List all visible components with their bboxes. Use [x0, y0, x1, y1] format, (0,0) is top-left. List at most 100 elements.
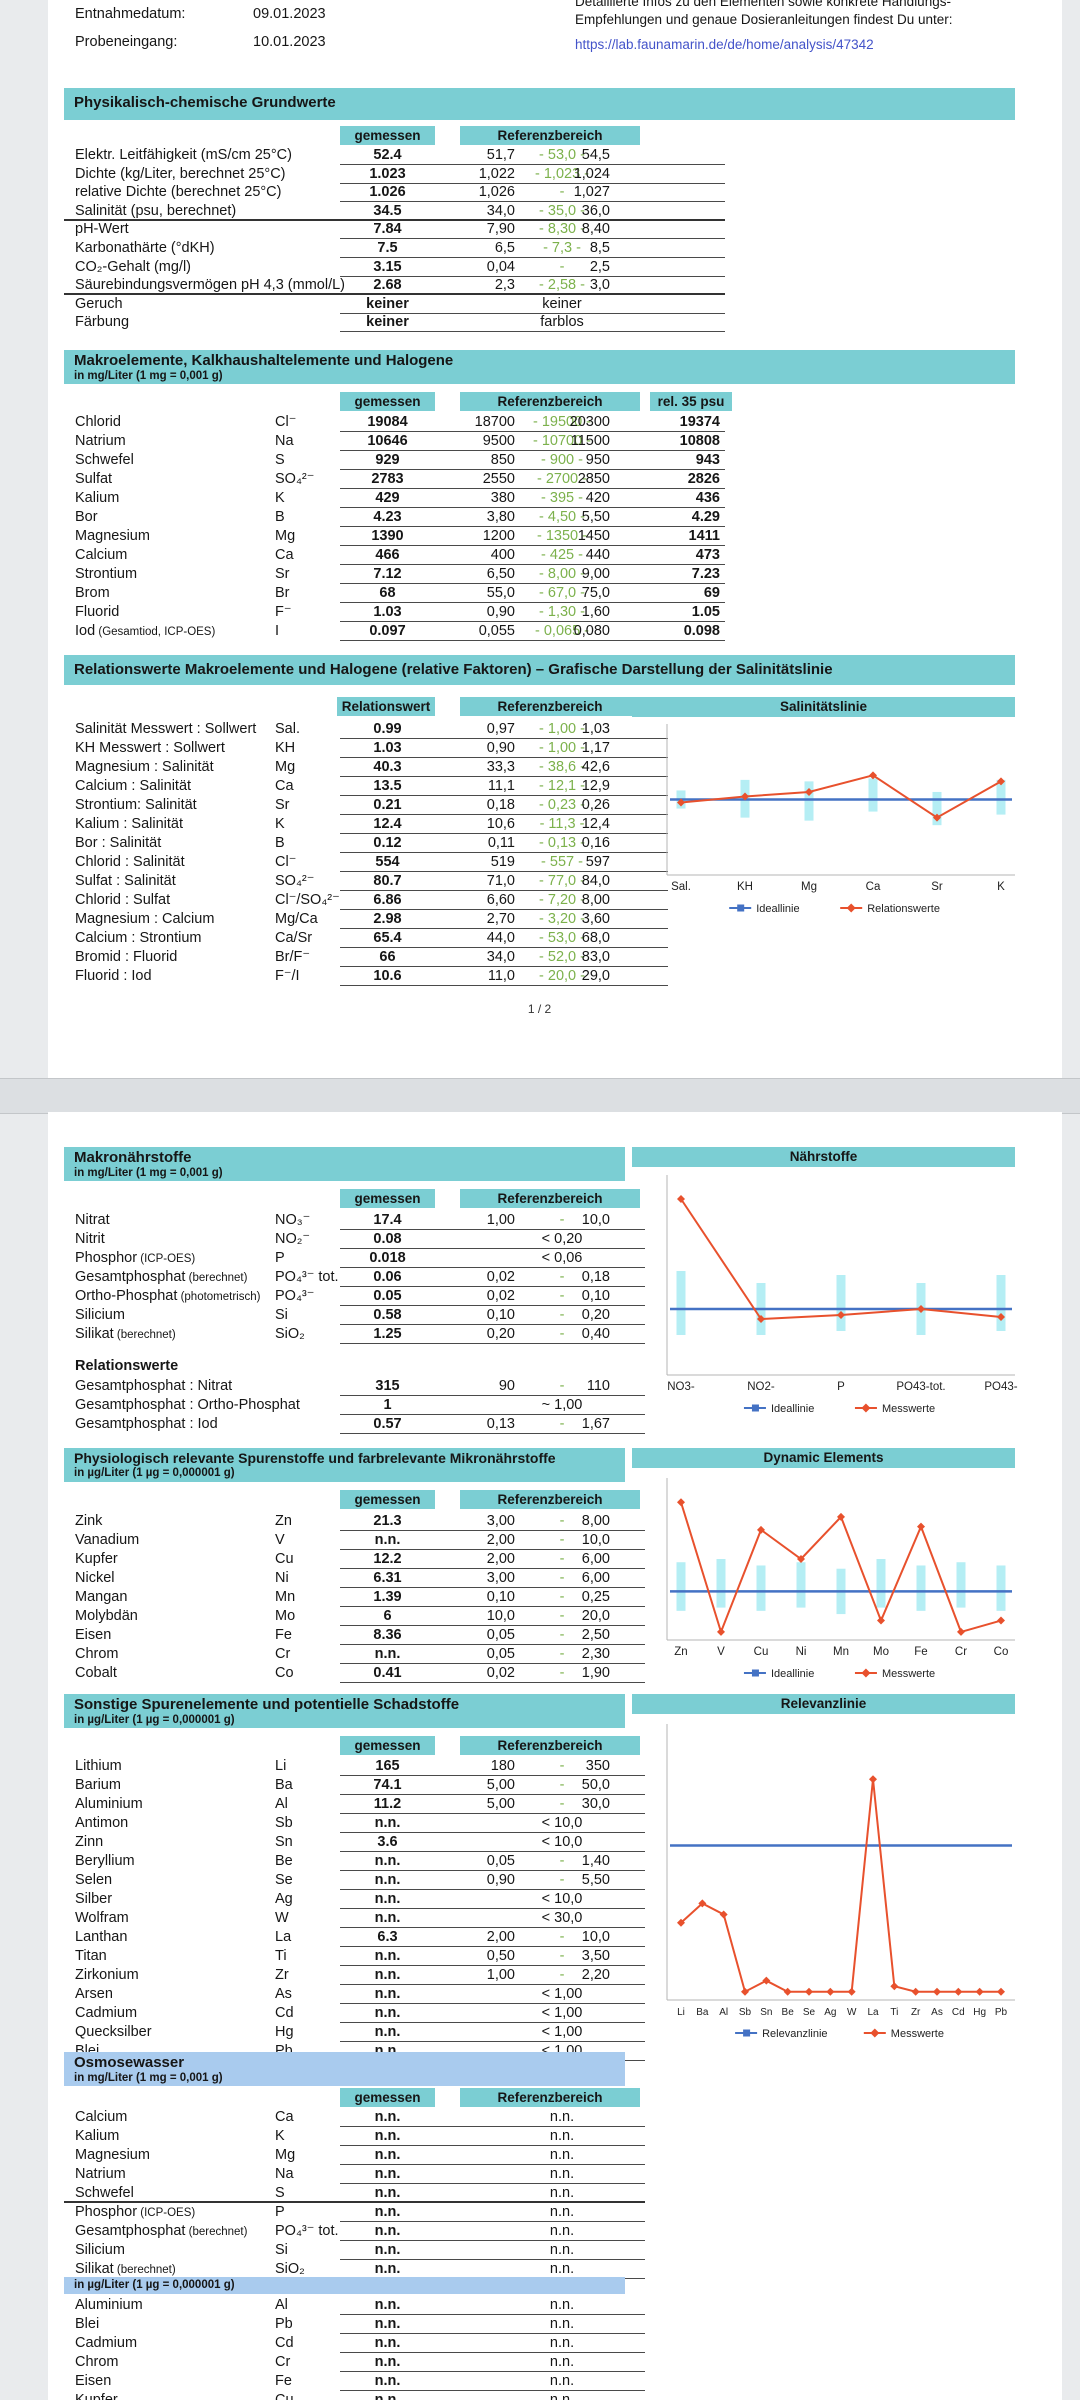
reference-optimal: -	[559, 1551, 565, 1567]
reference-optimal: -	[559, 1758, 565, 1774]
reference-min: 0,10	[486, 1589, 515, 1605]
table-row: Phosphor (ICP-OES) P 0.018 < 0,06	[48, 1249, 1062, 1268]
reference-min: 0,97	[486, 721, 515, 737]
reference-max: 1,40	[581, 1853, 610, 1869]
reference-min: 1200	[482, 528, 515, 544]
section-header-osmosis-water: Osmosewasser in mg/Liter (1 mg = 0,001 g…	[64, 2052, 625, 2086]
measured-value: 0.57	[373, 1416, 402, 1432]
element-symbol: F⁻	[275, 604, 292, 620]
element-symbol: Cl⁻	[275, 854, 297, 870]
row-label: Schwefel	[75, 2185, 134, 2201]
reference-max: 8,40	[581, 221, 610, 238]
element-symbol: SO₄²⁻	[275, 471, 315, 487]
element-symbol: Br	[275, 585, 290, 601]
row-divider	[340, 1794, 645, 1795]
element-symbol: Al	[275, 2297, 288, 2313]
section-subtitle: in mg/Liter (1 mg = 0,001 g)	[74, 370, 223, 382]
row-divider	[340, 814, 668, 815]
table-row: Calcium : Strontium Ca/Sr 65.4 44,0 - 53,0 -…	[48, 929, 1062, 948]
row-label: Bor : Salinität	[75, 835, 162, 851]
reference-min: 34,0	[486, 949, 515, 965]
reference-max: 0,20	[581, 1307, 610, 1323]
element-symbol: V	[275, 1532, 285, 1548]
element-symbol: Sb	[275, 1815, 293, 1831]
row-divider	[340, 621, 725, 622]
reference-optimal: - 425 -	[541, 547, 583, 563]
element-symbol: Zn	[275, 1513, 292, 1529]
reference-min: 2,3	[494, 277, 515, 294]
rel-35psu-value: 436	[695, 490, 720, 506]
element-symbol: Si	[275, 1307, 288, 1323]
element-symbol: Ca/Sr	[275, 930, 313, 946]
report-page-2: Makronährstoffe in mg/Liter (1 mg = 0,00…	[48, 1112, 1062, 2400]
row-label: Sulfat	[75, 471, 113, 487]
table-row: Chlorid : Salinität Cl⁻ 554 519 - 557 -597	[48, 853, 1062, 872]
row-label: Brom	[75, 585, 110, 601]
reference-text: < 1,00	[541, 2024, 583, 2040]
reference-min: 519	[490, 854, 515, 870]
element-symbol: La	[275, 1929, 292, 1945]
section-subtitle: in mg/Liter (1 mg = 0,001 g)	[74, 2072, 223, 2084]
element-symbol: Zr	[275, 1967, 289, 1983]
row-label: Cobalt	[75, 1665, 117, 1681]
table-row: Eisen Fe 8.36 0,05 -2,50	[48, 1626, 1062, 1645]
measured-value: 1.25	[373, 1326, 402, 1342]
reference-optimal: -	[559, 1307, 565, 1323]
row-label: Natrium	[75, 2166, 126, 2182]
measured-value: 929	[375, 452, 400, 468]
table-row: Karbonathärte (°dKH) 7.5 6,5 - 7,3 - 8,5	[48, 239, 1062, 258]
row-label: Lithium	[75, 1758, 122, 1774]
table-row: Nitrit NO₂⁻ 0.08 < 0,20	[48, 1230, 1062, 1249]
row-divider	[340, 1870, 645, 1871]
reference-max: 1,67	[581, 1416, 610, 1432]
row-label: Magnesium : Salinität	[75, 759, 214, 775]
reference-optimal: - 52,0 -	[539, 949, 585, 965]
reference-min: 0,18	[486, 797, 515, 813]
element-symbol: Sal.	[275, 721, 300, 737]
row-label: Nickel	[75, 1570, 115, 1586]
section-subtitle: in mg/Liter (1 mg = 0,001 g)	[74, 1167, 223, 1179]
row-divider	[340, 1927, 645, 1928]
row-divider	[340, 1682, 645, 1683]
table-row: Salinität (psu, berechnet) 34.5 34,0 - 35,0…	[48, 202, 1062, 221]
reference-optimal: -	[559, 1212, 565, 1228]
row-label: Silicium	[75, 2242, 125, 2258]
reference-min: 0,05	[486, 1853, 515, 1869]
row-label: Molybdän	[75, 1608, 138, 1624]
row-divider	[340, 795, 668, 796]
element-symbol: Pb	[275, 2316, 293, 2332]
table-row: Titan Ti n.n. 0,50 -3,50	[48, 1947, 1062, 1966]
rel-35psu-value: 1411	[688, 528, 720, 544]
row-label: Geruch	[75, 295, 123, 312]
element-symbol: Sr	[275, 797, 290, 813]
element-symbol: Ca	[275, 2109, 294, 2125]
table-row: Färbung keiner farblos	[48, 313, 1062, 333]
element-symbol: Fe	[275, 2373, 292, 2389]
reference-max: 3,50	[581, 1948, 610, 1964]
reference-min: 55,0	[486, 585, 515, 601]
reference-optimal: - 1350 -	[537, 528, 587, 544]
reference-min: 850	[490, 452, 515, 468]
measured-value: 6	[383, 1608, 392, 1624]
reference-text: farblos	[540, 314, 584, 331]
reference-optimal: -	[559, 1796, 565, 1812]
element-symbol: NO₂⁻	[275, 1231, 311, 1247]
measured-value: n.n.	[374, 2354, 401, 2370]
row-label: Magnesium	[75, 2147, 150, 2163]
analysis-link[interactable]: https://lab.faunamarin.de/de/home/analys…	[575, 37, 874, 52]
row-divider	[340, 1946, 645, 1947]
row-label: Cadmium	[75, 2005, 138, 2021]
row-label: Silber	[75, 1891, 113, 1907]
reference-max: 68,0	[581, 930, 610, 946]
reference-min: 0,13	[486, 1416, 515, 1432]
measured-value: 74.1	[373, 1777, 402, 1793]
element-symbol: Sr	[275, 566, 290, 582]
reference-optimal: - 12,1 -	[539, 778, 585, 794]
row-divider	[340, 2333, 645, 2334]
row-divider	[340, 966, 668, 967]
measured-value: 1.03	[373, 604, 402, 620]
row-divider	[340, 331, 725, 333]
reference-max: 29,0	[581, 968, 610, 984]
nutrients-chart-title: Nährstoffe	[632, 1147, 1015, 1167]
